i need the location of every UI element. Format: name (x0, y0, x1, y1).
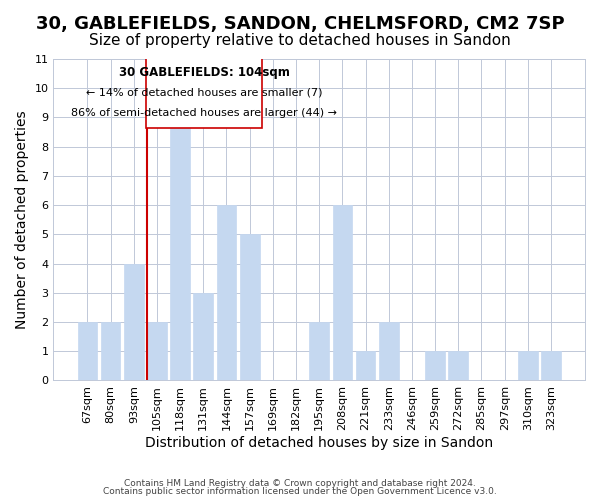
FancyBboxPatch shape (146, 58, 262, 128)
Bar (124, 264, 143, 380)
Bar (425, 351, 445, 380)
Bar (77, 322, 97, 380)
Text: Size of property relative to detached houses in Sandon: Size of property relative to detached ho… (89, 32, 511, 48)
Text: 86% of semi-detached houses are larger (44) →: 86% of semi-detached houses are larger (… (71, 108, 337, 118)
X-axis label: Distribution of detached houses by size in Sandon: Distribution of detached houses by size … (145, 436, 493, 450)
Bar (240, 234, 260, 380)
Bar (217, 205, 236, 380)
Bar (541, 351, 561, 380)
Bar (101, 322, 121, 380)
Bar (147, 322, 167, 380)
Bar (193, 293, 213, 380)
Bar (170, 118, 190, 380)
Bar (518, 351, 538, 380)
Bar (448, 351, 468, 380)
Text: Contains HM Land Registry data © Crown copyright and database right 2024.: Contains HM Land Registry data © Crown c… (124, 478, 476, 488)
Bar (332, 205, 352, 380)
Y-axis label: Number of detached properties: Number of detached properties (15, 110, 29, 329)
Text: ← 14% of detached houses are smaller (7): ← 14% of detached houses are smaller (7) (86, 88, 322, 98)
Text: Contains public sector information licensed under the Open Government Licence v3: Contains public sector information licen… (103, 487, 497, 496)
Text: 30, GABLEFIELDS, SANDON, CHELMSFORD, CM2 7SP: 30, GABLEFIELDS, SANDON, CHELMSFORD, CM2… (35, 15, 565, 33)
Bar (379, 322, 398, 380)
Bar (310, 322, 329, 380)
Bar (356, 351, 376, 380)
Text: 30 GABLEFIELDS: 104sqm: 30 GABLEFIELDS: 104sqm (119, 66, 290, 78)
